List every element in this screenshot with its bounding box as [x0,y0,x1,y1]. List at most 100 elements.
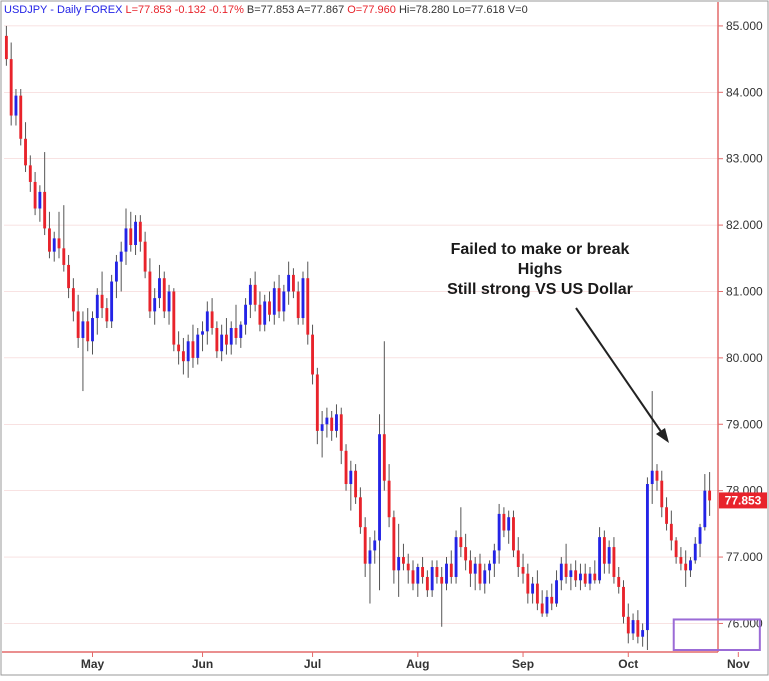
candle [95,288,99,335]
candle-body-down [502,513,506,531]
candle-body-down [540,603,544,614]
candle-body-up [373,540,377,551]
candle-body-up [531,583,535,594]
candle [191,324,195,368]
candle [516,537,520,577]
candle [325,407,329,438]
candle-body-up [689,560,692,571]
candle-body-down [339,414,343,451]
candle [574,560,578,587]
candle-body-down [626,616,630,634]
header-change: -0.132 [175,4,206,16]
candle [631,613,635,641]
candle-body-up [545,596,549,614]
candle-body-up [119,251,123,262]
candle-body-down [655,470,659,481]
candle [43,152,47,236]
header-market: FOREX [85,4,124,16]
chart-header: USDJPY - Daily FOREX L=77.853 -0.132 -0.… [4,4,528,16]
candle [124,208,128,265]
candle [483,563,487,594]
candle-body-down [315,374,319,431]
candle-body-down [253,284,257,305]
candle-body-up [349,470,353,485]
candle [473,557,477,591]
y-tick-label: 82.000 [726,218,763,232]
x-tick-label: Jul [304,657,321,671]
candle [33,171,37,216]
candle [311,324,314,385]
candle [119,241,123,292]
candle [24,122,27,172]
candle [67,254,71,299]
candle [531,576,535,604]
candle-body-up [158,278,161,299]
candle [320,410,324,458]
x-tick-label: Jun [192,657,213,671]
candle-body-down [4,35,8,60]
candle-body-down [478,563,482,584]
candle [693,537,697,564]
candle-body-down [636,620,640,637]
candle [602,530,606,574]
candle [397,523,401,597]
candle-body-down [148,271,152,312]
candle [612,537,616,584]
candle-body-up [196,334,200,358]
candle [440,567,444,627]
header-change-pct: -0.17% [209,4,244,16]
candle-body-down [535,583,539,604]
candle-body-down [363,527,367,564]
candle [14,88,18,126]
candle [368,537,372,604]
header-period: Daily [57,4,82,16]
candle-body-down [449,563,453,577]
y-tick-label: 80.000 [726,351,763,365]
candle-body-down [33,181,37,209]
last-price-label: 77.853 [725,493,762,507]
candle-body-down [512,517,515,551]
candle-body-down [406,563,410,571]
candle-body-up [124,228,128,252]
candle [81,311,85,392]
x-tick-label: Sep [512,657,534,671]
candle-body-up [301,278,305,319]
candle-body-down [564,563,568,577]
candle-body-down [19,95,23,139]
candle [406,553,410,584]
candle-body-up [220,334,224,352]
candle [349,460,353,511]
candle [9,42,13,126]
candle-body-up [110,281,114,322]
candlesticks [4,25,712,650]
candle [445,557,448,591]
candle [344,444,348,491]
candle [162,271,166,319]
candle-body-down [392,517,396,571]
candle [559,557,563,591]
candle-body-down [43,191,47,229]
candle [708,472,712,516]
annotation-text: Failed to make or break Highs Still stro… [447,241,633,298]
candle-body-up [153,298,157,312]
header-open: O=77.960 [347,4,396,16]
candle-body-down [67,264,71,289]
candle [454,530,458,584]
candle [497,503,501,564]
candle [665,497,668,531]
candle [392,510,396,584]
candle-body-up [645,484,649,631]
candle [650,391,654,504]
candle-body-down [129,228,133,246]
candle [225,318,228,355]
candle [641,623,645,647]
annotation-arrow [575,307,669,443]
candle-body-down [679,557,683,564]
candle-body-down [516,550,520,568]
candle [244,298,248,335]
candle [114,254,118,299]
candle [86,308,90,352]
candle-body-up [134,221,137,246]
candle [478,553,482,591]
